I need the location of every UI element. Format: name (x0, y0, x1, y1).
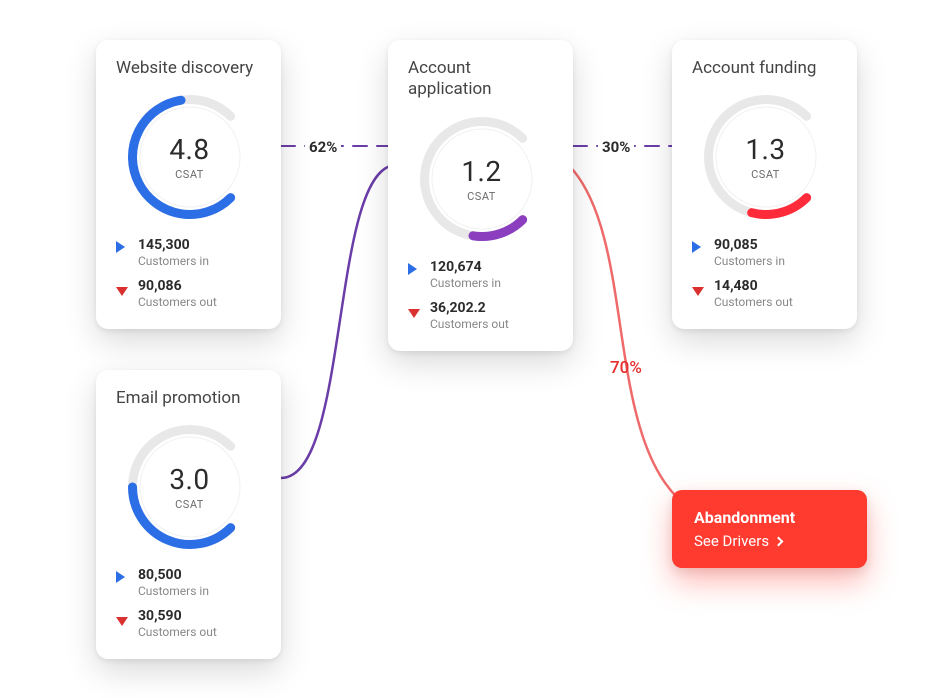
stat-value: 80,500 (138, 567, 209, 583)
customers-out-icon (692, 287, 704, 296)
customers-in-icon (116, 241, 125, 253)
stat-sublabel: Customers out (138, 295, 217, 309)
stat-row: 36,202.2Customers out (408, 300, 555, 331)
flow-label-flow-62: 62% (305, 138, 341, 156)
stat-sublabel: Customers out (714, 295, 793, 309)
csat-unit-label: CSAT (175, 168, 204, 181)
stat-row: 30,590Customers out (116, 608, 263, 639)
csat-unit-label: CSAT (751, 168, 780, 181)
stat-row: 145,300Customers in (116, 237, 263, 268)
stat-sublabel: Customers in (138, 254, 209, 268)
csat-gauge: 3.0 CSAT (126, 423, 254, 551)
csat-value: 4.8 (169, 133, 209, 166)
card-account-funding[interactable]: Account funding 1.3 CSAT 90,085Customers in… (672, 40, 857, 329)
customers-out-icon (408, 309, 420, 318)
see-drivers-link[interactable]: See Drivers (694, 532, 845, 550)
csat-value: 3.0 (169, 463, 209, 496)
stat-row: 80,500Customers in (116, 567, 263, 598)
stat-row: 14,480Customers out (692, 278, 839, 309)
card-title: Account funding (692, 58, 839, 79)
customers-in-icon (692, 241, 701, 253)
stat-sublabel: Customers in (714, 254, 785, 268)
stat-row: 90,085Customers in (692, 237, 839, 268)
csat-value: 1.2 (461, 155, 501, 188)
stat-row: 120,674Customers in (408, 259, 555, 290)
stat-value: 30,590 (138, 608, 217, 624)
stat-value: 120,674 (430, 259, 501, 275)
abandon-percent-label: 70% (610, 358, 642, 378)
csat-unit-label: CSAT (467, 190, 496, 203)
card-title: Email promotion (116, 388, 263, 409)
stat-sublabel: Customers in (138, 584, 209, 598)
csat-gauge: 4.8 CSAT (126, 93, 254, 221)
csat-gauge: 1.3 CSAT (702, 93, 830, 221)
card-website-discovery[interactable]: Website discovery4.8CSAT145,300Customers… (96, 40, 281, 329)
csat-value: 1.3 (745, 133, 785, 166)
stat-value: 14,480 (714, 278, 793, 294)
csat-gauge: 1.2 CSAT (418, 115, 546, 243)
stat-sublabel: Customers in (430, 276, 501, 290)
stat-sublabel: Customers out (430, 317, 509, 331)
card-email-promotion[interactable]: Email promotion 3.0 CSAT 80,500Customers in… (96, 370, 281, 659)
chevron-right-icon (774, 536, 784, 546)
customers-in-icon (408, 263, 417, 275)
stat-value: 90,086 (138, 278, 217, 294)
customers-out-icon (116, 287, 128, 296)
stat-value: 90,085 (714, 237, 785, 253)
customers-in-icon (116, 571, 125, 583)
stat-value: 145,300 (138, 237, 209, 253)
card-title: Website discovery (116, 58, 263, 79)
abandonment-title: Abandonment (694, 508, 845, 527)
flow-label-flow-30: 30% (598, 138, 634, 156)
stat-row: 90,086Customers out (116, 278, 263, 309)
see-drivers-label: See Drivers (694, 532, 769, 550)
card-account-application[interactable]: Account application1.2CSAT120,674Custome… (388, 40, 573, 351)
customers-out-icon (116, 617, 128, 626)
abandonment-card[interactable]: Abandonment See Drivers (672, 490, 867, 568)
card-title: Account application (408, 58, 555, 101)
csat-unit-label: CSAT (175, 498, 204, 511)
stat-sublabel: Customers out (138, 625, 217, 639)
stat-value: 36,202.2 (430, 300, 509, 316)
